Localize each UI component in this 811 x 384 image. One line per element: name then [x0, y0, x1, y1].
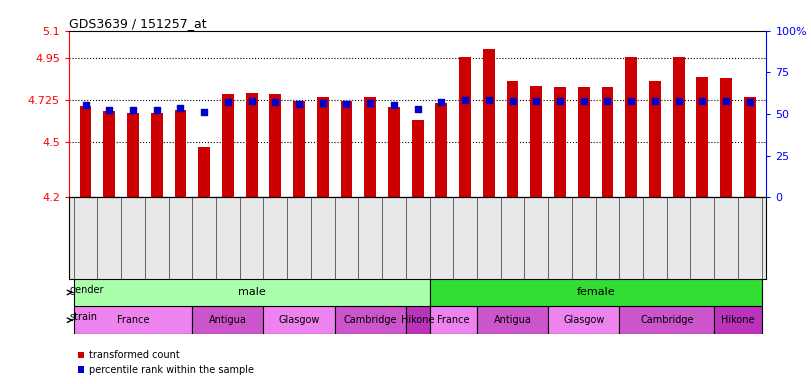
Point — [744, 98, 757, 104]
Text: male: male — [238, 288, 265, 298]
Text: Cambridge: Cambridge — [344, 315, 397, 325]
Bar — [364, 97, 376, 197]
Point — [221, 99, 234, 105]
Point — [293, 101, 306, 107]
Text: France: France — [117, 315, 149, 325]
Point — [506, 98, 519, 104]
Bar — [554, 87, 566, 197]
Bar — [744, 97, 756, 197]
Point — [672, 98, 685, 104]
Point — [649, 98, 662, 104]
Bar — [477, 306, 548, 334]
Bar — [198, 147, 210, 197]
Bar — [293, 101, 305, 197]
Bar — [127, 113, 139, 197]
Bar — [406, 306, 430, 334]
Point — [198, 109, 211, 115]
Text: Antigua: Antigua — [209, 315, 247, 325]
Text: GDS3639 / 151257_at: GDS3639 / 151257_at — [69, 17, 207, 30]
Bar — [430, 278, 762, 306]
Bar — [548, 306, 620, 334]
Bar — [103, 111, 115, 197]
Text: Antigua: Antigua — [494, 315, 531, 325]
Bar — [577, 87, 590, 197]
Bar — [388, 106, 400, 197]
Bar — [151, 113, 163, 197]
Bar — [174, 110, 187, 197]
Point — [459, 98, 472, 104]
Bar — [74, 306, 192, 334]
Bar — [459, 56, 471, 197]
Bar — [672, 56, 684, 197]
Bar — [335, 306, 406, 334]
Text: Glasgow: Glasgow — [278, 315, 320, 325]
Point — [103, 106, 116, 113]
Text: gender: gender — [69, 285, 104, 295]
Text: Cambridge: Cambridge — [640, 315, 693, 325]
Bar — [222, 94, 234, 197]
Point — [127, 107, 139, 113]
Bar — [246, 93, 258, 197]
Bar — [649, 81, 661, 197]
Point — [388, 102, 401, 108]
Point — [411, 106, 424, 112]
Point — [79, 102, 92, 108]
Bar — [602, 87, 613, 197]
Bar — [341, 101, 353, 197]
Point — [268, 99, 281, 105]
Point — [316, 100, 329, 106]
Bar — [507, 81, 518, 197]
Text: Glasgow: Glasgow — [563, 315, 604, 325]
Bar — [269, 94, 281, 197]
Bar — [697, 77, 708, 197]
Bar — [79, 106, 92, 197]
Point — [340, 101, 353, 108]
Point — [174, 105, 187, 111]
Bar — [720, 78, 732, 197]
Bar — [436, 103, 448, 197]
Text: France: France — [437, 315, 470, 325]
Bar — [412, 119, 423, 197]
Bar — [625, 56, 637, 197]
Legend: transformed count, percentile rank within the sample: transformed count, percentile rank withi… — [74, 346, 258, 379]
Point — [483, 97, 496, 103]
Bar — [714, 306, 762, 334]
Point — [601, 98, 614, 104]
Text: female: female — [577, 288, 615, 298]
Point — [530, 98, 543, 104]
Bar — [620, 306, 714, 334]
Bar — [530, 86, 543, 197]
Bar — [430, 306, 477, 334]
Point — [245, 98, 258, 104]
Bar — [264, 306, 335, 334]
Bar — [317, 97, 328, 197]
Bar — [74, 278, 430, 306]
Text: Hikone: Hikone — [401, 315, 435, 325]
Point — [696, 98, 709, 104]
Bar — [483, 49, 495, 197]
Point — [435, 98, 448, 104]
Point — [719, 98, 732, 104]
Text: strain: strain — [69, 313, 97, 323]
Point — [150, 107, 163, 113]
Point — [577, 98, 590, 104]
Point — [363, 100, 376, 106]
Point — [624, 98, 637, 104]
Bar — [192, 306, 264, 334]
Point — [554, 98, 567, 104]
Text: Hikone: Hikone — [721, 315, 755, 325]
